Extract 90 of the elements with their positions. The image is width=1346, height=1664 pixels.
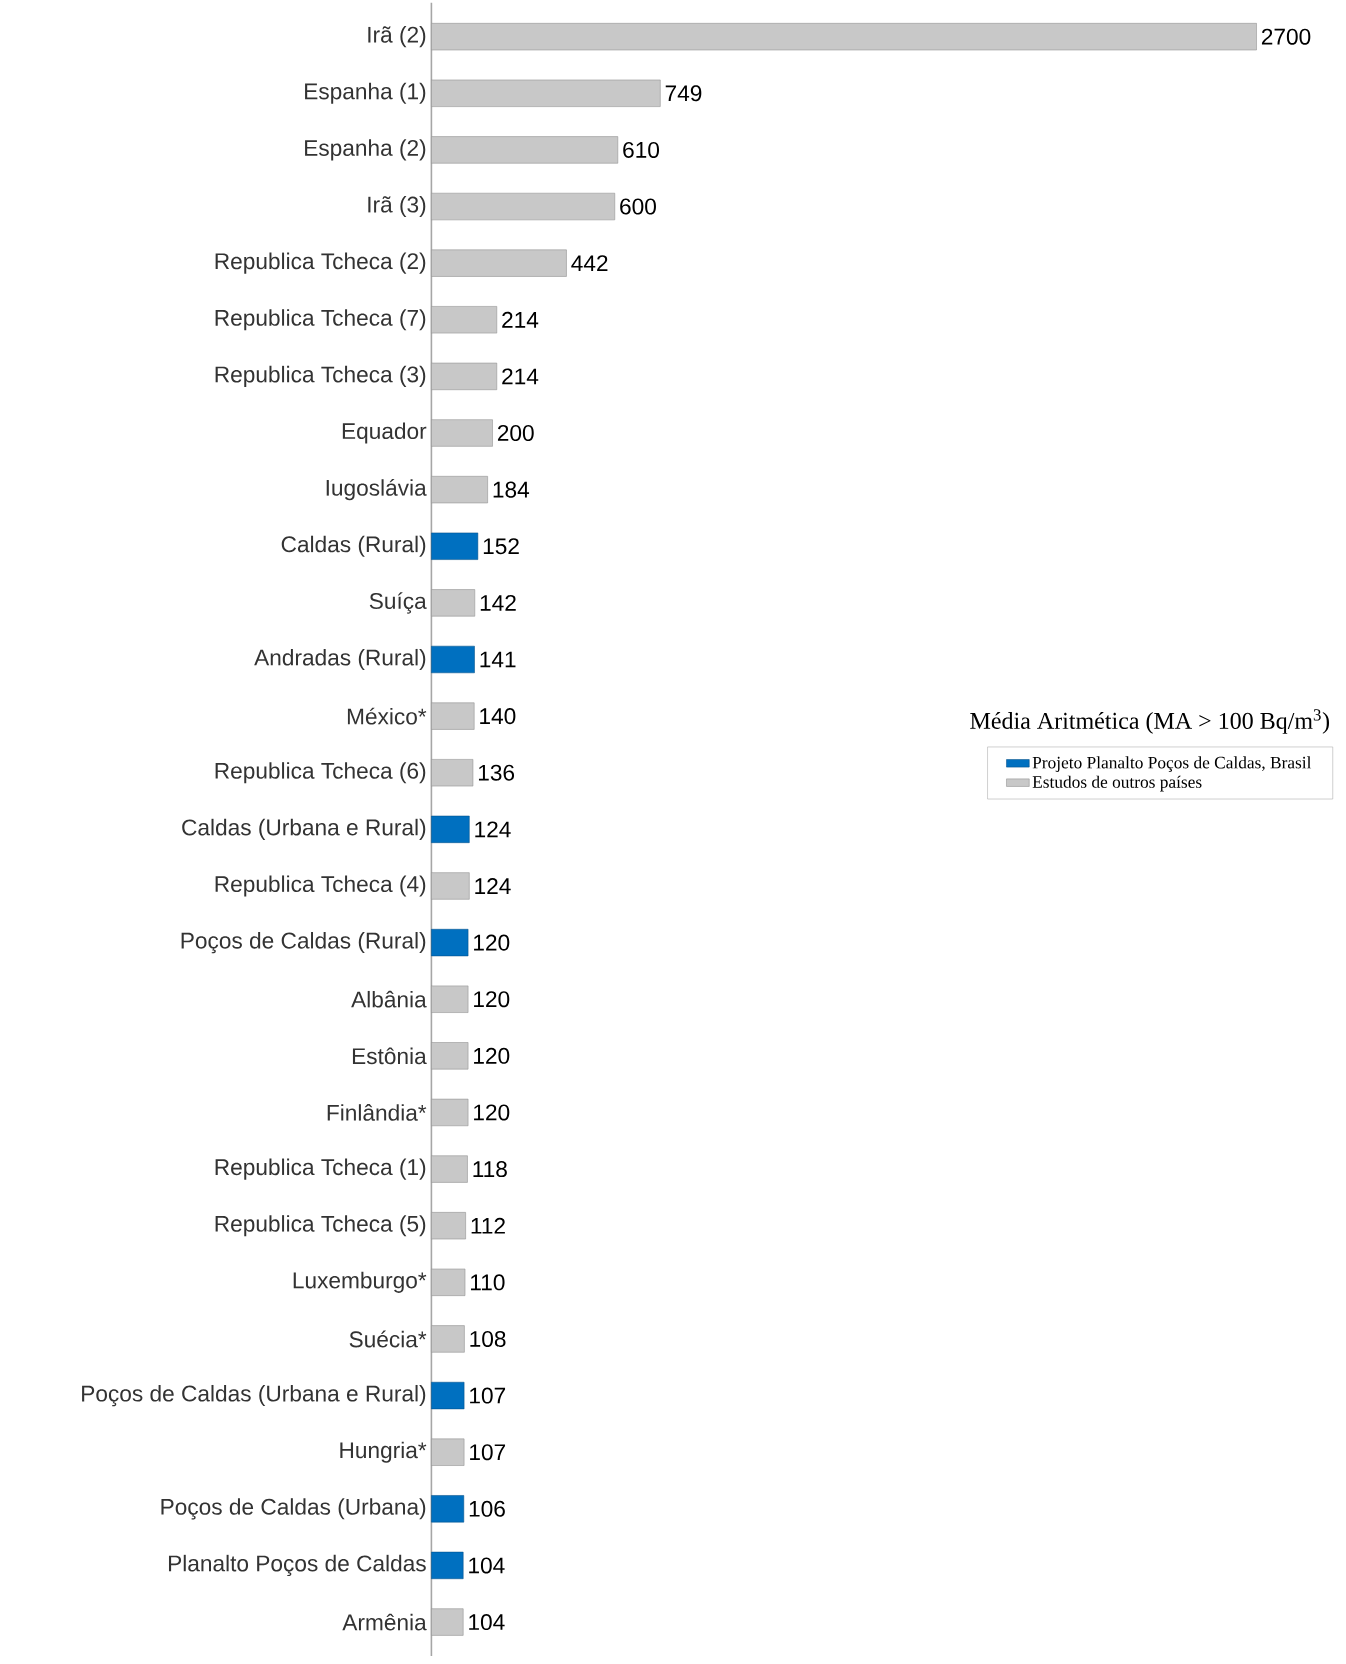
- y-tick-label: Irã (3): [368, 195, 426, 218]
- data-label: 120: [474, 934, 510, 951]
- data-label: 106: [469, 1500, 505, 1517]
- y-tick-label: Poços de Caldas (Rural): [181, 931, 426, 954]
- bar: [431, 1212, 466, 1240]
- bar: [431, 929, 469, 957]
- bar: [431, 1098, 469, 1127]
- bar: [431, 1608, 464, 1636]
- bar: [431, 872, 470, 900]
- data-label: 124: [475, 878, 511, 894]
- bar: [431, 532, 479, 560]
- y-tick-label: Andradas (Rural): [254, 648, 426, 671]
- data-label: 140: [480, 708, 516, 725]
- y-tick-label: México*: [347, 707, 427, 725]
- bar: [431, 1155, 468, 1183]
- data-label: 110: [470, 1274, 505, 1291]
- y-tick-label: Irã (2): [368, 26, 426, 48]
- y-tick-label: Republica Tcheca (3): [215, 365, 426, 387]
- bar: [431, 23, 1257, 51]
- data-label: 118: [473, 1161, 507, 1178]
- bar: [431, 249, 567, 277]
- bar: [431, 815, 470, 843]
- data-label: 214: [502, 311, 539, 328]
- bar: [431, 1438, 465, 1466]
- data-label: 112: [471, 1217, 505, 1234]
- data-label: 749: [665, 85, 702, 102]
- bar: [431, 306, 498, 334]
- data-label: 152: [483, 538, 519, 555]
- bar: [431, 79, 661, 107]
- y-tick-label: Caldas (Rural): [281, 535, 426, 557]
- bar: [431, 362, 498, 390]
- y-tick-label: Equador: [342, 422, 427, 444]
- y-tick-label: Republica Tcheca (5): [215, 1215, 426, 1237]
- bar: [431, 1325, 465, 1353]
- bar: [431, 1381, 465, 1410]
- data-label: 610: [623, 141, 659, 158]
- legend-title: Média Aritmética (MA > 100 Bq/m$^{3}$): [970, 709, 1329, 734]
- data-label: 120: [474, 991, 510, 1008]
- bar: [431, 1042, 469, 1070]
- data-label: 184: [493, 481, 530, 498]
- y-tick-label: Luxemburgo*: [293, 1271, 427, 1293]
- data-label: 104: [469, 1557, 505, 1574]
- data-label: 214: [502, 368, 539, 385]
- y-tick-label: Poços de Caldas (Urbana e Rural): [82, 1384, 426, 1407]
- legend-label: Projeto Planalto Poços de Caldas, Brasil: [1032, 756, 1312, 772]
- data-label: 120: [474, 1104, 510, 1121]
- data-label: 104: [469, 1614, 505, 1631]
- y-tick-label: Hungria*: [340, 1441, 427, 1463]
- y-tick-label: Republica Tcheca (1): [215, 1158, 426, 1180]
- bar: [431, 645, 475, 674]
- data-label: 200: [497, 424, 534, 442]
- bar: [431, 985, 469, 1013]
- y-tick-label: Armênia: [342, 1613, 427, 1631]
- bar: [431, 476, 488, 504]
- y-tick-label: Republica Tcheca (4): [215, 875, 426, 897]
- y-tick-label: Republica Tcheca (6): [215, 762, 426, 784]
- data-label: 600: [620, 198, 656, 215]
- y-tick-label: Planalto Poços de Caldas: [168, 1554, 426, 1577]
- y-tick-label: Estônia: [352, 1047, 427, 1065]
- data-label: 120: [474, 1047, 510, 1064]
- legend-label: Estudos de outros países: [1032, 775, 1202, 792]
- y-tick-label: Republica Tcheca (7): [215, 309, 426, 331]
- bar: [431, 589, 476, 617]
- data-label: 442: [571, 255, 608, 272]
- y-tick-label: Espanha (2): [305, 139, 426, 161]
- bar: [431, 759, 474, 787]
- bar: [431, 1495, 465, 1523]
- bar: [431, 419, 493, 447]
- y-tick-label: Suíça: [369, 592, 427, 614]
- data-label: 107: [470, 1444, 506, 1461]
- y-tick-label: Poços de Caldas (Urbana): [161, 1498, 426, 1520]
- data-label: 142: [480, 594, 516, 611]
- bar: [431, 136, 619, 164]
- bar: [431, 192, 616, 221]
- data-label: 2700: [1261, 28, 1311, 45]
- bar: [431, 702, 475, 730]
- data-label: 108: [470, 1330, 506, 1347]
- y-tick-label: Caldas (Urbana e Rural): [182, 818, 426, 840]
- data-label: 124: [475, 821, 511, 838]
- data-label: 107: [470, 1387, 506, 1404]
- y-tick-label: Suécia*: [349, 1330, 427, 1348]
- y-tick-label: Republica Tcheca (2): [215, 252, 426, 274]
- bar: [431, 1268, 466, 1296]
- y-tick-label: Espanha (1): [305, 82, 426, 104]
- y-tick-label: Albânia: [351, 990, 427, 1008]
- data-label: 141: [480, 651, 516, 668]
- y-tick-label: Finlândia*: [327, 1104, 427, 1121]
- y-tick-label: Iugoslávia: [326, 478, 427, 501]
- bar: [431, 1551, 464, 1580]
- data-label: 136: [478, 764, 515, 781]
